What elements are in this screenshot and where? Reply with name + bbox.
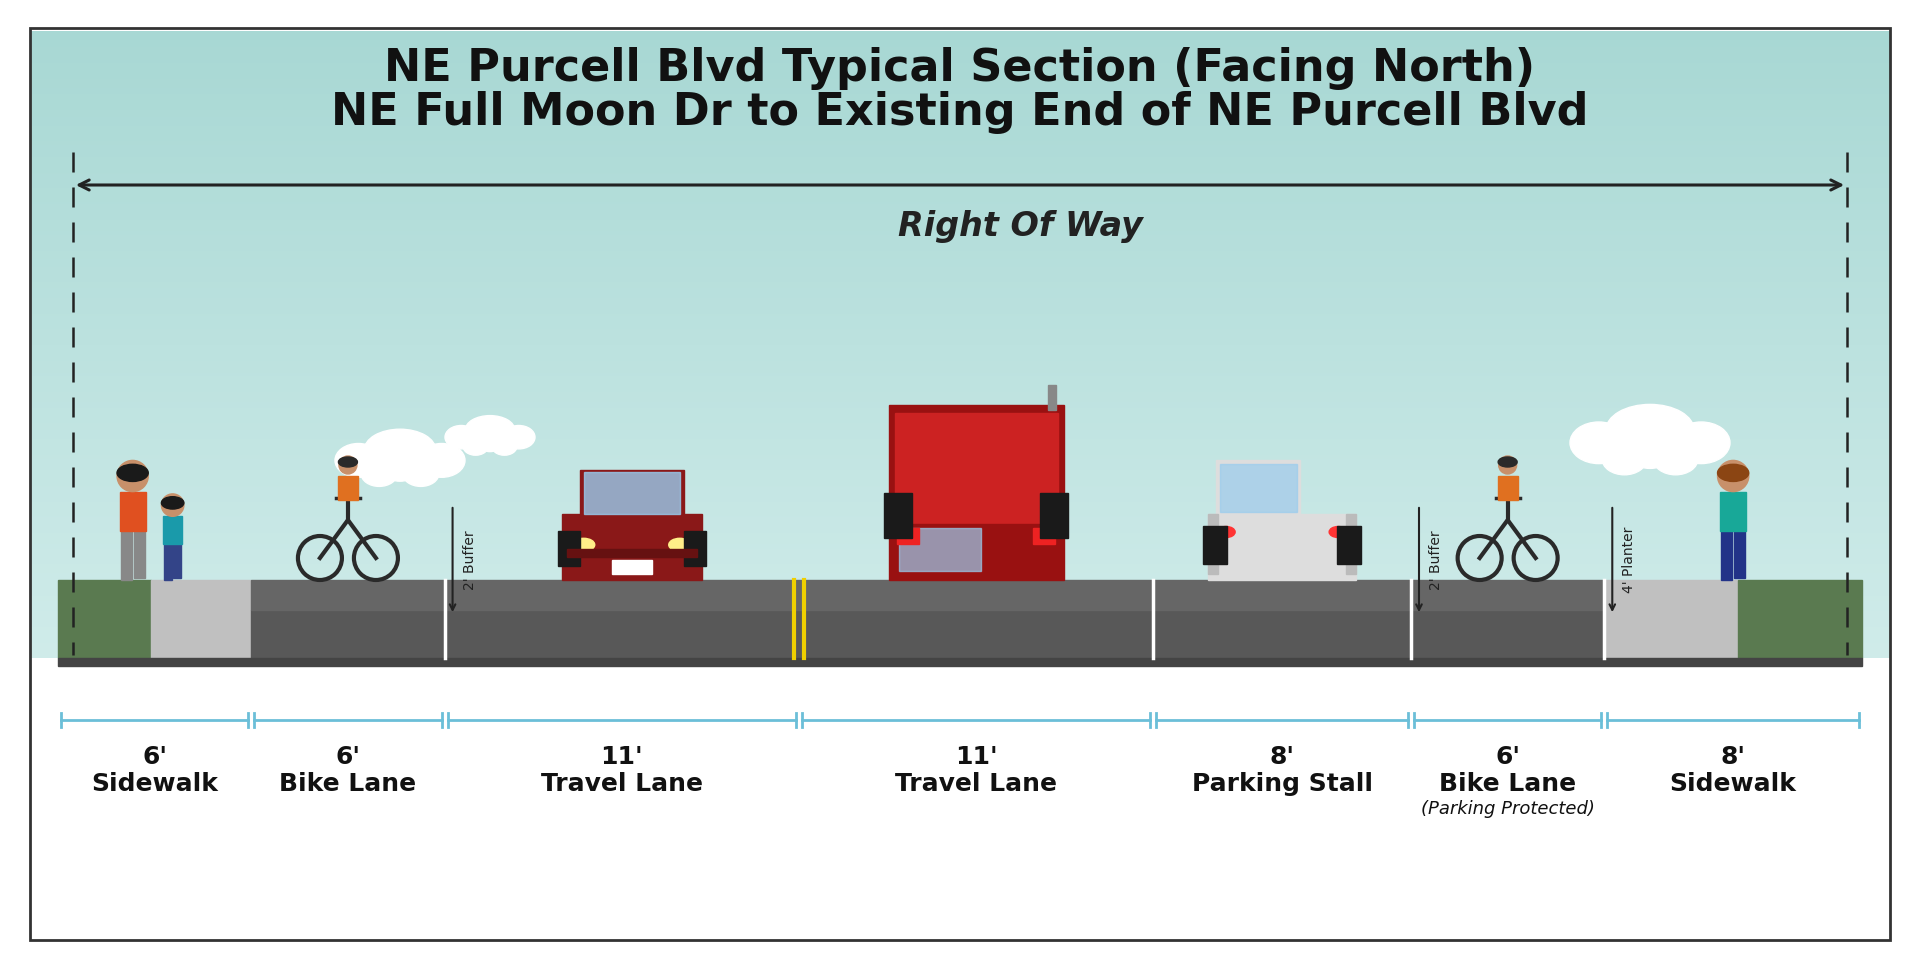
Bar — [152, 580, 252, 658]
Ellipse shape — [445, 426, 478, 449]
Bar — [883, 493, 912, 538]
Ellipse shape — [338, 457, 357, 467]
Bar — [566, 549, 697, 557]
Ellipse shape — [476, 430, 505, 452]
Bar — [612, 561, 651, 574]
Text: Travel Lane: Travel Lane — [895, 772, 1058, 796]
Bar — [58, 658, 1862, 666]
Bar — [1208, 514, 1217, 574]
Text: 6': 6' — [1496, 745, 1521, 769]
Bar — [1048, 385, 1056, 410]
Text: 8': 8' — [1269, 745, 1294, 769]
Bar — [563, 514, 701, 580]
Text: Parking Stall: Parking Stall — [1192, 772, 1373, 796]
Ellipse shape — [492, 437, 516, 456]
Bar — [557, 530, 580, 565]
Ellipse shape — [1217, 526, 1235, 538]
Text: 2' Buffer: 2' Buffer — [1428, 530, 1444, 590]
Bar — [684, 530, 707, 565]
Bar — [580, 470, 684, 520]
Bar — [252, 580, 1605, 610]
Text: Sidewalk: Sidewalk — [1670, 772, 1797, 796]
Ellipse shape — [1498, 457, 1517, 467]
Ellipse shape — [1718, 460, 1749, 492]
Text: Sidewalk: Sidewalk — [92, 772, 219, 796]
Bar — [889, 524, 1064, 580]
Bar — [163, 517, 182, 544]
Text: 2' Buffer: 2' Buffer — [463, 530, 476, 590]
Bar — [897, 527, 920, 543]
Bar — [584, 472, 680, 514]
Bar — [1208, 514, 1356, 580]
Ellipse shape — [668, 539, 691, 551]
Bar — [1204, 526, 1227, 564]
Bar — [1720, 492, 1745, 531]
Bar — [1738, 580, 1862, 658]
Bar — [58, 580, 152, 658]
Ellipse shape — [1601, 443, 1647, 475]
Text: NE Full Moon Dr to Existing End of NE Purcell Blvd: NE Full Moon Dr to Existing End of NE Pu… — [332, 91, 1588, 134]
Ellipse shape — [1329, 526, 1348, 538]
Text: Right Of Way: Right Of Way — [897, 210, 1142, 243]
Ellipse shape — [463, 437, 488, 456]
Bar — [1336, 526, 1361, 564]
Ellipse shape — [340, 456, 357, 474]
Ellipse shape — [1571, 422, 1628, 463]
Bar — [899, 527, 981, 571]
Text: Travel Lane: Travel Lane — [541, 772, 703, 796]
Ellipse shape — [419, 443, 465, 478]
Ellipse shape — [361, 460, 397, 486]
Bar — [163, 544, 173, 580]
Bar — [119, 492, 146, 531]
Text: (Parking Protected): (Parking Protected) — [1421, 800, 1596, 818]
Ellipse shape — [465, 415, 515, 444]
Bar — [1605, 580, 1738, 658]
Ellipse shape — [503, 426, 536, 449]
Text: 8': 8' — [1720, 745, 1745, 769]
Ellipse shape — [1605, 404, 1693, 456]
Ellipse shape — [161, 494, 184, 517]
Bar — [889, 405, 1064, 531]
Bar — [1498, 476, 1517, 500]
Ellipse shape — [334, 443, 382, 478]
Bar — [134, 531, 144, 578]
Text: 4' Planter: 4' Planter — [1622, 527, 1636, 593]
Bar — [1215, 460, 1300, 520]
Text: Bike Lane: Bike Lane — [1440, 772, 1576, 796]
Bar — [252, 610, 1605, 658]
Ellipse shape — [117, 460, 148, 492]
Bar — [1041, 493, 1068, 538]
Text: 6': 6' — [142, 745, 167, 769]
Text: NE Purcell Blvd Typical Section (Facing North): NE Purcell Blvd Typical Section (Facing … — [384, 47, 1536, 90]
Bar — [1033, 527, 1056, 543]
Ellipse shape — [403, 460, 440, 486]
Ellipse shape — [117, 464, 148, 481]
Text: 6': 6' — [336, 745, 361, 769]
Ellipse shape — [161, 497, 184, 509]
Bar — [173, 544, 180, 578]
Ellipse shape — [1672, 422, 1730, 463]
Ellipse shape — [1500, 456, 1517, 474]
Ellipse shape — [1653, 443, 1697, 475]
Bar — [1346, 514, 1356, 574]
Bar — [338, 476, 357, 500]
Bar — [1219, 464, 1298, 512]
Text: 11': 11' — [954, 745, 996, 769]
Ellipse shape — [1718, 464, 1749, 481]
Ellipse shape — [1624, 430, 1676, 468]
Ellipse shape — [365, 429, 436, 471]
Bar — [1734, 531, 1745, 578]
Ellipse shape — [378, 450, 420, 481]
Text: 11': 11' — [601, 745, 643, 769]
Ellipse shape — [572, 539, 595, 551]
Text: Bike Lane: Bike Lane — [280, 772, 417, 796]
Bar — [1720, 531, 1732, 580]
Bar — [895, 413, 1058, 527]
Bar — [121, 531, 132, 580]
